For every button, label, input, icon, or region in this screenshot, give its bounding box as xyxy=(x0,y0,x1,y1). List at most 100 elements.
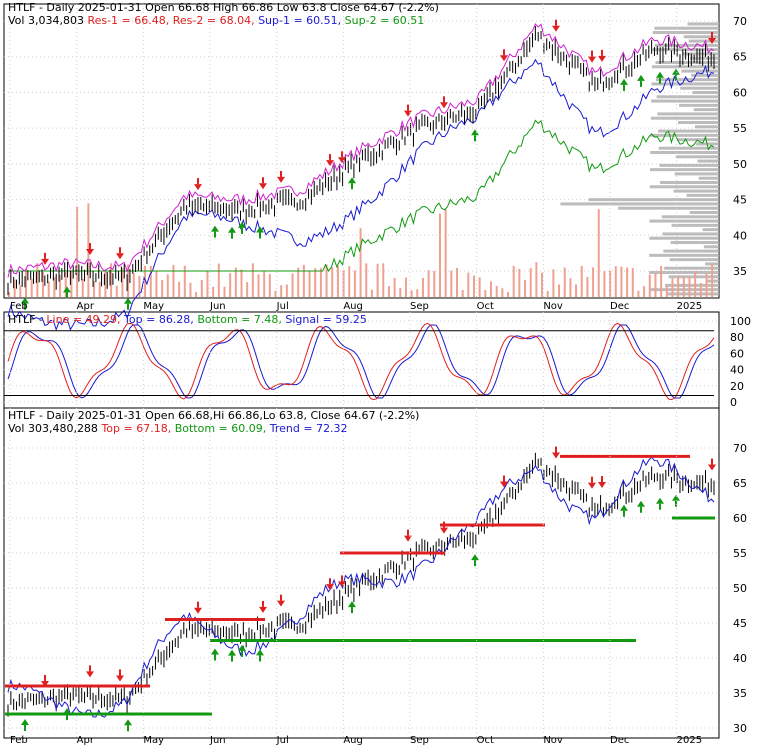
sell-arrow xyxy=(440,527,448,534)
volume-bar xyxy=(81,278,84,297)
volume-bar xyxy=(490,281,493,297)
volume-bar xyxy=(110,263,113,297)
volume-profile-bar xyxy=(655,61,719,64)
volume-bar xyxy=(70,270,73,297)
sell-arrow xyxy=(86,249,94,256)
volume-profile-bar xyxy=(652,31,719,34)
volume-profile-bar xyxy=(697,159,719,163)
buy-arrow xyxy=(471,129,479,136)
buy-arrow xyxy=(620,78,628,85)
sell-arrow xyxy=(86,671,94,678)
volume-bar xyxy=(36,263,39,297)
volume-bar xyxy=(575,284,578,297)
volume-profile-bar xyxy=(671,223,719,227)
p1-x-label: Jul xyxy=(276,301,289,312)
p1-y-tick: 35 xyxy=(733,265,747,278)
p3-y-tick: 35 xyxy=(733,687,747,700)
buy-arrow xyxy=(471,554,479,561)
p3-x-label: Oct xyxy=(477,735,494,745)
volume-profile-bar xyxy=(649,253,719,257)
volume-profile-bar xyxy=(687,22,719,26)
volume-bar xyxy=(461,290,464,297)
volume-bar xyxy=(609,270,612,297)
volume-bar xyxy=(149,265,152,297)
volume-profile-bar xyxy=(649,271,719,274)
panel1-title: HTLF - Daily 2025-01-31 Open 66.68 High … xyxy=(8,1,439,14)
volume-bar xyxy=(240,269,243,297)
sell-arrow xyxy=(598,55,606,62)
sell-arrow xyxy=(277,600,285,607)
volume-bar xyxy=(353,270,356,297)
volume-bar xyxy=(620,266,623,297)
volume-profile-bar xyxy=(656,95,719,99)
sell-arrow xyxy=(277,176,285,183)
volume-bar xyxy=(524,279,527,297)
sell-arrow xyxy=(588,482,596,489)
buy-arrow xyxy=(620,504,628,511)
buy-arrow xyxy=(672,68,680,75)
volume-bar xyxy=(399,287,402,297)
volume-bar xyxy=(455,267,458,297)
volume-bar xyxy=(592,267,595,297)
p1-x-label: 2025 xyxy=(677,301,702,312)
volume-profile-bar xyxy=(677,121,719,124)
volume-bar xyxy=(410,290,413,297)
volume-profile-bar xyxy=(693,108,719,112)
volume-bar xyxy=(705,273,708,297)
volume-bar xyxy=(319,267,322,297)
volume-bar xyxy=(563,267,566,297)
volume-bar xyxy=(370,289,373,297)
p3-x-label: 2025 xyxy=(677,735,702,745)
p1-x-label: Sep xyxy=(410,301,429,312)
panel2-prefix: HTLF - xyxy=(8,313,43,326)
volume-bar xyxy=(365,263,368,297)
buy-arrow xyxy=(211,225,219,232)
volume-profile-bar xyxy=(660,181,719,184)
sell-arrow xyxy=(552,452,560,459)
volume-bar xyxy=(183,265,186,297)
volume-bar xyxy=(331,267,334,297)
p2-y-tick: 0 xyxy=(730,396,737,409)
volume-bar xyxy=(229,273,232,297)
buy-arrow xyxy=(238,644,246,651)
sell-arrow xyxy=(41,680,49,687)
volume-bar xyxy=(416,289,419,297)
volume-profile-bar xyxy=(674,172,719,176)
p3-y-tick: 70 xyxy=(733,442,747,455)
p3-x-label: Jun xyxy=(209,735,226,745)
volume-bar xyxy=(580,265,583,297)
volume-bar xyxy=(325,264,328,297)
volume-bar xyxy=(161,280,164,297)
volume-bar xyxy=(93,281,96,297)
sell-arrow xyxy=(326,160,334,167)
volume-bar xyxy=(433,270,436,297)
volume-bar xyxy=(484,290,487,297)
volume-bar xyxy=(541,272,544,297)
volume-bar xyxy=(682,276,685,297)
volume-bar xyxy=(393,277,396,297)
volume-bar xyxy=(677,275,680,297)
volume-bar xyxy=(495,285,498,297)
volume-profile-bar xyxy=(689,211,719,214)
sell-arrow xyxy=(326,584,334,591)
p3-y-tick: 55 xyxy=(733,547,747,560)
volume-profile-bar xyxy=(689,56,719,60)
volume-bar xyxy=(291,273,294,297)
p3-x-label: Apr xyxy=(77,735,95,745)
p3-y-tick: 60 xyxy=(733,512,747,525)
volume-bar xyxy=(178,281,181,297)
axis-ticks: 70 65 60 55 50 45 40 35 70 65 60 55 50 45 40 35 30 100 80 6… xyxy=(9,4,751,746)
volume-profile-bar xyxy=(679,103,719,107)
volume-bar xyxy=(711,263,714,297)
buy-arrow xyxy=(348,601,356,608)
volume-profile-bar xyxy=(676,138,719,142)
buy-arrow xyxy=(124,297,132,304)
p2-y-tick: 100 xyxy=(730,315,751,328)
volume-bar xyxy=(665,285,668,297)
bottom-level-label: Bottom = 60.09, xyxy=(174,422,267,435)
sell-arrow xyxy=(338,157,346,164)
p3-x-label: Sep xyxy=(410,735,429,745)
volume-profile-bar xyxy=(686,193,719,197)
